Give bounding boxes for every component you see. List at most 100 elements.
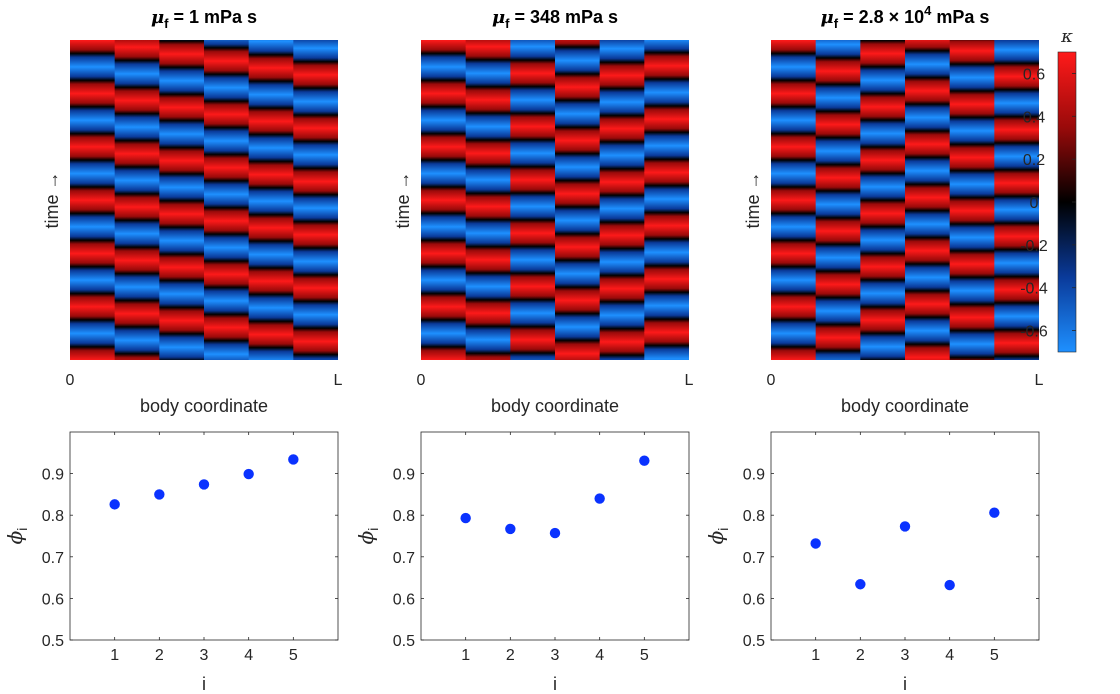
y-tick-label: 0.6: [743, 591, 765, 608]
x-tick-label: 2: [155, 647, 164, 664]
y-tick-label: 0.7: [393, 550, 415, 567]
y-tick-label: 0.5: [743, 633, 765, 650]
colorbar-label: κ: [1060, 26, 1073, 47]
x-tick-label: L: [1035, 372, 1044, 389]
x-tick-label: 1: [461, 647, 470, 664]
data-point: [109, 499, 120, 510]
x-axis-label: i: [903, 674, 907, 694]
data-point: [505, 523, 516, 535]
data-point: [288, 454, 299, 465]
y-axis-label: ϕi: [3, 528, 30, 545]
x-axis-label: body coordinate: [140, 396, 268, 416]
data-point: [198, 479, 210, 490]
y-tick-label: 0.9: [393, 467, 415, 484]
scatter-panel-3: 0.5 0.6 0.7 0.8 0.9 1 2 3 4 5 i ϕi: [704, 431, 1040, 694]
y-tick-label: 0.6: [42, 591, 64, 608]
heatmap-segment: [70, 40, 116, 360]
x-tick-label: 3: [901, 647, 910, 664]
axes-box: [770, 431, 1040, 641]
scatter-panel-2: 0.5 0.6 0.7 0.8 0.9 1 2 3 4 5 i ϕi: [354, 431, 690, 694]
colorbar-tick-label: 0.2: [1023, 152, 1045, 169]
heatmap-segment: [510, 40, 556, 360]
y-axis-label: time →: [393, 171, 413, 228]
x-axis-label: body coordinate: [491, 396, 619, 416]
y-axis-label: time →: [42, 171, 62, 228]
y-tick-label: 0.5: [42, 633, 64, 650]
y-tick-label: 0.5: [393, 633, 415, 650]
heatmap-title: μf = 2.8 × 104 mPa s: [821, 3, 990, 31]
colorbar-tick-label: -0.6: [1020, 324, 1048, 341]
colorbar-tick-label: 0.6: [1023, 66, 1045, 83]
heatmap-segment: [949, 40, 995, 360]
y-tick-label: 0.7: [743, 550, 765, 567]
axes-box: [69, 431, 339, 641]
heatmap-segment: [248, 40, 294, 360]
heatmap-segment: [815, 40, 861, 360]
y-axis-label: ϕi: [704, 528, 731, 545]
data-point: [855, 579, 866, 590]
x-axis-label: i: [202, 674, 206, 694]
x-tick-label: 3: [551, 647, 560, 664]
data-point: [944, 579, 955, 591]
x-tick-label: 5: [990, 647, 999, 664]
heatmap-segment: [293, 40, 338, 360]
colorbar-tick-label: -0.4: [1020, 281, 1048, 298]
x-tick-label: 0: [66, 372, 75, 389]
data-point: [549, 527, 561, 539]
data-point: [243, 468, 254, 480]
y-tick-label: 0.7: [42, 550, 64, 567]
x-tick-label: 0: [767, 372, 776, 389]
data-point: [810, 538, 821, 549]
x-tick-label: 2: [856, 647, 865, 664]
y-tick-label: 0.8: [743, 508, 765, 525]
heatmap-segment: [860, 40, 906, 360]
data-point: [154, 489, 165, 500]
heatmap-segment: [905, 40, 951, 360]
x-tick-label: 1: [811, 647, 820, 664]
heatmap-segment: [994, 40, 1039, 360]
y-tick-label: 0.8: [393, 508, 415, 525]
data-point: [594, 493, 605, 504]
colorbar-tick-label: -0.2: [1020, 238, 1048, 255]
data-point: [899, 521, 911, 532]
x-tick-label: 4: [244, 647, 253, 664]
data-point: [989, 507, 1000, 518]
x-tick-label: 1: [110, 647, 119, 664]
x-tick-label: L: [334, 372, 343, 389]
heatmap-segment: [465, 40, 511, 360]
x-tick-label: 5: [289, 647, 298, 664]
colorbar-tick-label: 0.4: [1023, 109, 1045, 126]
heatmap-segment: [204, 40, 250, 360]
x-tick-label: 3: [200, 647, 209, 664]
data-point: [639, 455, 650, 466]
x-tick-label: 4: [595, 647, 604, 664]
x-axis-label: i: [553, 674, 557, 694]
heatmap-segment: [421, 40, 467, 360]
heatmap-segment: [599, 40, 645, 360]
scatter-panel-1: 0.5 0.6 0.7 0.8 0.9 1 2 3 4 5 i ϕi: [3, 431, 339, 694]
heatmap-segment: [159, 40, 205, 360]
y-axis-label: time →: [743, 171, 763, 228]
heatmap-segment: [114, 40, 160, 360]
x-tick-label: 4: [945, 647, 954, 664]
y-tick-label: 0.9: [42, 467, 64, 484]
x-tick-label: L: [685, 372, 694, 389]
data-point: [460, 512, 471, 524]
y-tick-label: 0.9: [743, 467, 765, 484]
heatmap-title: μf = 1 mPa s: [151, 7, 257, 31]
heatmap-segment: [771, 40, 817, 360]
x-tick-label: 0: [417, 372, 426, 389]
x-tick-label: 5: [640, 647, 649, 664]
y-tick-label: 0.8: [42, 508, 64, 525]
y-axis-label: ϕi: [354, 528, 381, 545]
x-axis-label: body coordinate: [841, 396, 969, 416]
x-tick-label: 2: [506, 647, 515, 664]
colorbar: κ 0.6 0.4 0.2 0 -0.2 -0.4 -0.6: [1020, 26, 1077, 353]
colorbar-tick-label: 0: [1030, 195, 1039, 212]
y-tick-label: 0.6: [393, 591, 415, 608]
heatmap-segment: [555, 40, 601, 360]
